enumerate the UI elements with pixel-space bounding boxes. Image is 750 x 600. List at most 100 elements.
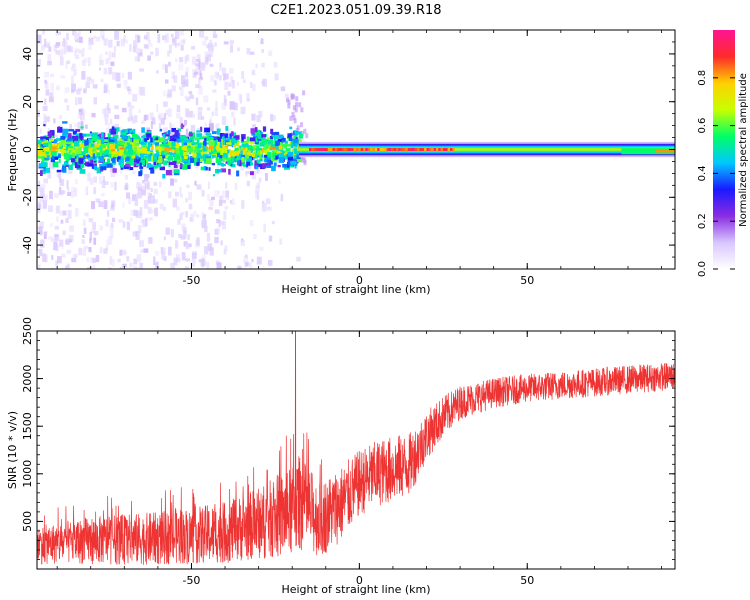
noise-cell (150, 209, 155, 214)
band-cell (44, 167, 50, 173)
y-tick-label: 2000 (21, 365, 34, 393)
noise-cell (139, 225, 142, 233)
band-cell (241, 136, 244, 142)
band-cell (254, 160, 259, 166)
band-hotspot (440, 148, 444, 151)
noise-cell (185, 197, 188, 203)
noise-cell (256, 165, 259, 175)
noise-cell (139, 48, 143, 57)
noise-cell (66, 249, 72, 254)
colorbar-tick-label: 0.2 (697, 213, 708, 229)
band-hotspot (379, 148, 382, 151)
band-cell (130, 132, 134, 135)
noise-cell (128, 107, 132, 117)
noise-cell (148, 193, 152, 198)
noise-cell (90, 79, 95, 84)
noise-cell (274, 73, 279, 81)
noise-cell (185, 54, 190, 62)
band-cell (219, 145, 223, 148)
noise-cell (44, 82, 49, 89)
band-cell (241, 156, 245, 163)
noise-cell (121, 73, 125, 78)
noise-cell (66, 60, 70, 64)
band-cell (171, 139, 176, 142)
band-cell (138, 151, 142, 155)
noise-cell (234, 102, 238, 111)
noise-cell (187, 234, 190, 241)
band-cell (293, 135, 298, 141)
band-cell (196, 133, 203, 138)
noise-cell (151, 117, 156, 125)
noise-cell (60, 219, 64, 224)
band-cell (282, 155, 288, 160)
noise-cell (243, 267, 246, 269)
noise-cell (99, 247, 103, 254)
band-cell (276, 148, 281, 154)
noise-cell (234, 183, 238, 191)
band-cell (216, 169, 223, 173)
noise-cell (141, 189, 146, 196)
noise-cell (303, 128, 307, 134)
noise-cell (266, 198, 271, 205)
band-cell (225, 142, 232, 145)
band-cell (287, 151, 294, 157)
noise-cell (185, 211, 188, 218)
noise-cell (246, 180, 250, 187)
band-cell (39, 146, 43, 149)
band-cell (53, 139, 57, 144)
noise-cell (126, 132, 129, 139)
noise-cell (173, 75, 178, 83)
band-cell (181, 151, 187, 156)
noise-cell (168, 44, 172, 54)
noise-cell (214, 108, 218, 117)
band-cell (95, 139, 99, 142)
noise-cell (246, 93, 250, 101)
noise-cell (243, 79, 246, 83)
band-cell (145, 146, 150, 152)
band-cell (101, 153, 106, 156)
band-cell (91, 136, 98, 142)
noise-cell (229, 101, 235, 110)
band-cell (176, 137, 180, 143)
noise-cell (74, 123, 77, 127)
noise-cell (300, 122, 303, 128)
noise-cell (210, 122, 214, 128)
band-cell (275, 141, 281, 146)
noise-cell (103, 67, 108, 75)
band-cell (131, 134, 138, 138)
band-cell (117, 156, 122, 162)
y-tick-label: 40 (21, 47, 34, 61)
noise-cell (246, 98, 250, 102)
noise-cell (196, 184, 202, 190)
band-cell (275, 155, 278, 160)
noise-cell (106, 239, 109, 245)
band-cell (139, 153, 144, 158)
band-cell (76, 153, 81, 159)
band-cell (57, 126, 60, 130)
noise-cell (82, 248, 87, 256)
band-cell (172, 160, 177, 165)
noise-cell (43, 232, 47, 239)
noise-cell (82, 219, 86, 226)
noise-cell (175, 254, 180, 262)
noise-cell (291, 111, 295, 117)
band-cell (96, 152, 100, 158)
band-cell (96, 134, 102, 138)
band-cell (236, 160, 240, 166)
band-hotspot (318, 148, 321, 151)
noise-cell (206, 54, 211, 62)
noise-cell (249, 265, 253, 269)
band-cell (79, 169, 86, 174)
band-cell (205, 133, 212, 136)
x-tick-label: -50 (182, 274, 200, 287)
noise-cell (280, 193, 284, 202)
noise-cell (209, 63, 214, 67)
noise-cell (63, 50, 66, 54)
noise-cell (198, 79, 201, 89)
band-cell (183, 155, 188, 159)
noise-cell (123, 35, 126, 40)
noise-cell (203, 130, 207, 139)
band-cell (101, 132, 104, 137)
band-cell (260, 158, 263, 162)
